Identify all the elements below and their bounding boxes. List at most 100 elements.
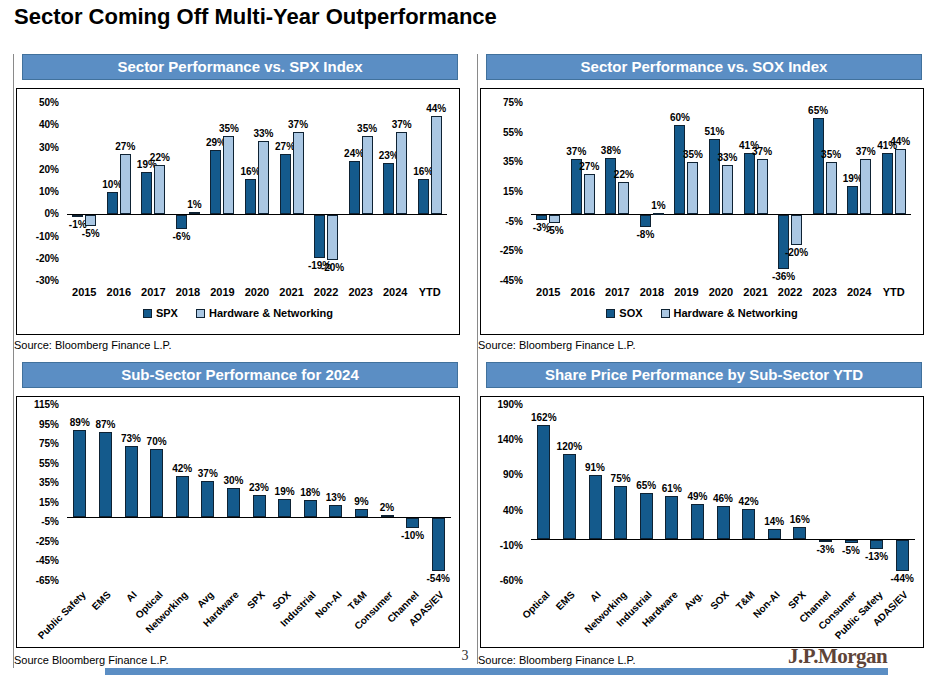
bar xyxy=(107,192,118,214)
y-axis-tick-label: 75% xyxy=(481,97,523,108)
chart-header-spx: Sector Performance vs. SPX Index xyxy=(22,54,458,80)
x-axis-category-label: 2022 xyxy=(773,286,808,298)
legend-item: SPX xyxy=(143,307,178,319)
legend-label: Hardware & Networking xyxy=(209,307,333,319)
y-axis-tick-label: -25% xyxy=(481,245,523,256)
y-axis-tick-label: 35% xyxy=(481,156,523,167)
chart-subsector-ytd: 190%140%90%40%-10%-60%162%Optical120%EMS… xyxy=(480,396,924,648)
x-axis-category-label: 2017 xyxy=(600,286,635,298)
chart-sox: 75%55%35%15%-5%-25%-45%-3%-5%201537%27%2… xyxy=(480,88,924,335)
y-axis-tick-label: 20% xyxy=(17,164,59,175)
bar xyxy=(722,165,733,214)
bar xyxy=(73,430,86,517)
bar xyxy=(418,179,429,215)
y-axis-tick-label: -65% xyxy=(17,575,59,586)
bar-value-label: 51% xyxy=(697,126,733,137)
bar xyxy=(813,118,824,214)
y-axis-tick-label: 35% xyxy=(17,477,59,488)
bar-value-label: 37% xyxy=(558,146,594,157)
bar-value-label: -5% xyxy=(73,228,109,239)
bar xyxy=(536,215,547,219)
x-axis-category-label: 2020 xyxy=(240,286,275,298)
bar xyxy=(327,215,338,260)
y-axis-tick-label: -10% xyxy=(17,231,59,242)
bar-value-label: 37% xyxy=(744,146,780,157)
bar-value-label: -54% xyxy=(420,573,456,584)
y-axis-tick-label: -45% xyxy=(17,555,59,566)
y-axis-tick-label: 15% xyxy=(17,497,59,508)
x-axis-category-label: 2023 xyxy=(343,286,378,298)
bar xyxy=(847,186,858,214)
bar-value-label: 65% xyxy=(800,105,836,116)
x-axis-category-label: 2015 xyxy=(531,286,566,298)
jpmorgan-logo: J.P.Morgan xyxy=(788,644,887,669)
bar xyxy=(896,540,909,571)
x-axis-category-label: 2022 xyxy=(309,286,344,298)
y-axis-tick-label: 15% xyxy=(481,186,523,197)
bar-value-label: 42% xyxy=(731,496,767,507)
bar xyxy=(870,540,883,549)
bar xyxy=(406,518,419,528)
bar xyxy=(280,154,291,214)
bar-value-label: 38% xyxy=(593,145,629,156)
bar xyxy=(589,475,602,539)
bar-value-label: 1% xyxy=(640,200,676,211)
bar xyxy=(742,509,755,539)
bar-value-label: 44% xyxy=(418,103,454,114)
bar xyxy=(245,179,256,215)
bar-value-label: 1% xyxy=(176,199,212,210)
y-axis-tick-label: -5% xyxy=(17,516,59,527)
bar-value-label: 22% xyxy=(142,152,178,163)
bar xyxy=(431,116,442,214)
bar-value-label: -8% xyxy=(627,229,663,240)
bar xyxy=(381,515,394,517)
y-axis-tick-label: 0% xyxy=(17,208,59,219)
x-axis-category-label: 2019 xyxy=(669,286,704,298)
bar xyxy=(691,504,704,538)
bar-value-label: 162% xyxy=(526,412,562,423)
right-column-divider xyxy=(477,54,478,664)
bar xyxy=(293,132,304,214)
bar xyxy=(85,215,96,226)
panel-sox: Sector Performance vs. SOX Index 75%55%3… xyxy=(486,54,922,335)
chart-header-sox: Sector Performance vs. SOX Index xyxy=(486,54,922,80)
page-title: Sector Coming Off Multi-Year Outperforma… xyxy=(14,4,497,30)
bar xyxy=(605,158,616,214)
x-axis-category-label: 2016 xyxy=(566,286,601,298)
chart-header-subsector-2024: Sub-Sector Performance for 2024 xyxy=(22,362,458,388)
legend-item: Hardware & Networking xyxy=(661,307,798,319)
bar-value-label: -6% xyxy=(163,231,199,242)
y-axis-tick-label: -30% xyxy=(17,275,59,286)
left-column-divider xyxy=(13,54,14,668)
bar xyxy=(845,540,858,544)
bar xyxy=(895,149,906,214)
bottom-accent-bar xyxy=(105,668,888,675)
legend-swatch-dark xyxy=(143,309,152,318)
y-axis-tick-label: 140% xyxy=(481,434,523,445)
bar xyxy=(757,159,768,214)
bar xyxy=(860,159,871,214)
bar-value-label: 33% xyxy=(246,128,282,139)
bar xyxy=(640,493,653,539)
y-axis-tick-label: -20% xyxy=(17,253,59,264)
x-axis-category-label: 2019 xyxy=(205,286,240,298)
bar xyxy=(653,213,664,215)
legend-item: SOX xyxy=(606,307,642,319)
x-axis-category-label: 2018 xyxy=(635,286,670,298)
bar xyxy=(687,162,698,214)
x-axis-category-label: 2017 xyxy=(136,286,171,298)
bar xyxy=(141,172,152,214)
bar xyxy=(778,215,789,268)
bar-value-label: 27% xyxy=(571,161,607,172)
bar-value-label: 33% xyxy=(710,152,746,163)
source-note-subsector-ytd: Source: Bloomberg Finance L.P. xyxy=(478,654,636,666)
x-axis-category-label: 2024 xyxy=(378,286,413,298)
panel-subsector-ytd: Share Price Performance by Sub-Sector YT… xyxy=(486,362,922,648)
legend-swatch-light xyxy=(196,309,205,318)
panel-spx: Sector Performance vs. SPX Index 50%40%3… xyxy=(22,54,458,335)
x-axis-baseline xyxy=(67,214,447,215)
bar xyxy=(189,212,200,214)
bar xyxy=(383,163,394,214)
source-note-subsector-2024: Source Bloomberg Finance L.P. xyxy=(14,654,169,666)
x-axis-category-label: 2020 xyxy=(704,286,739,298)
